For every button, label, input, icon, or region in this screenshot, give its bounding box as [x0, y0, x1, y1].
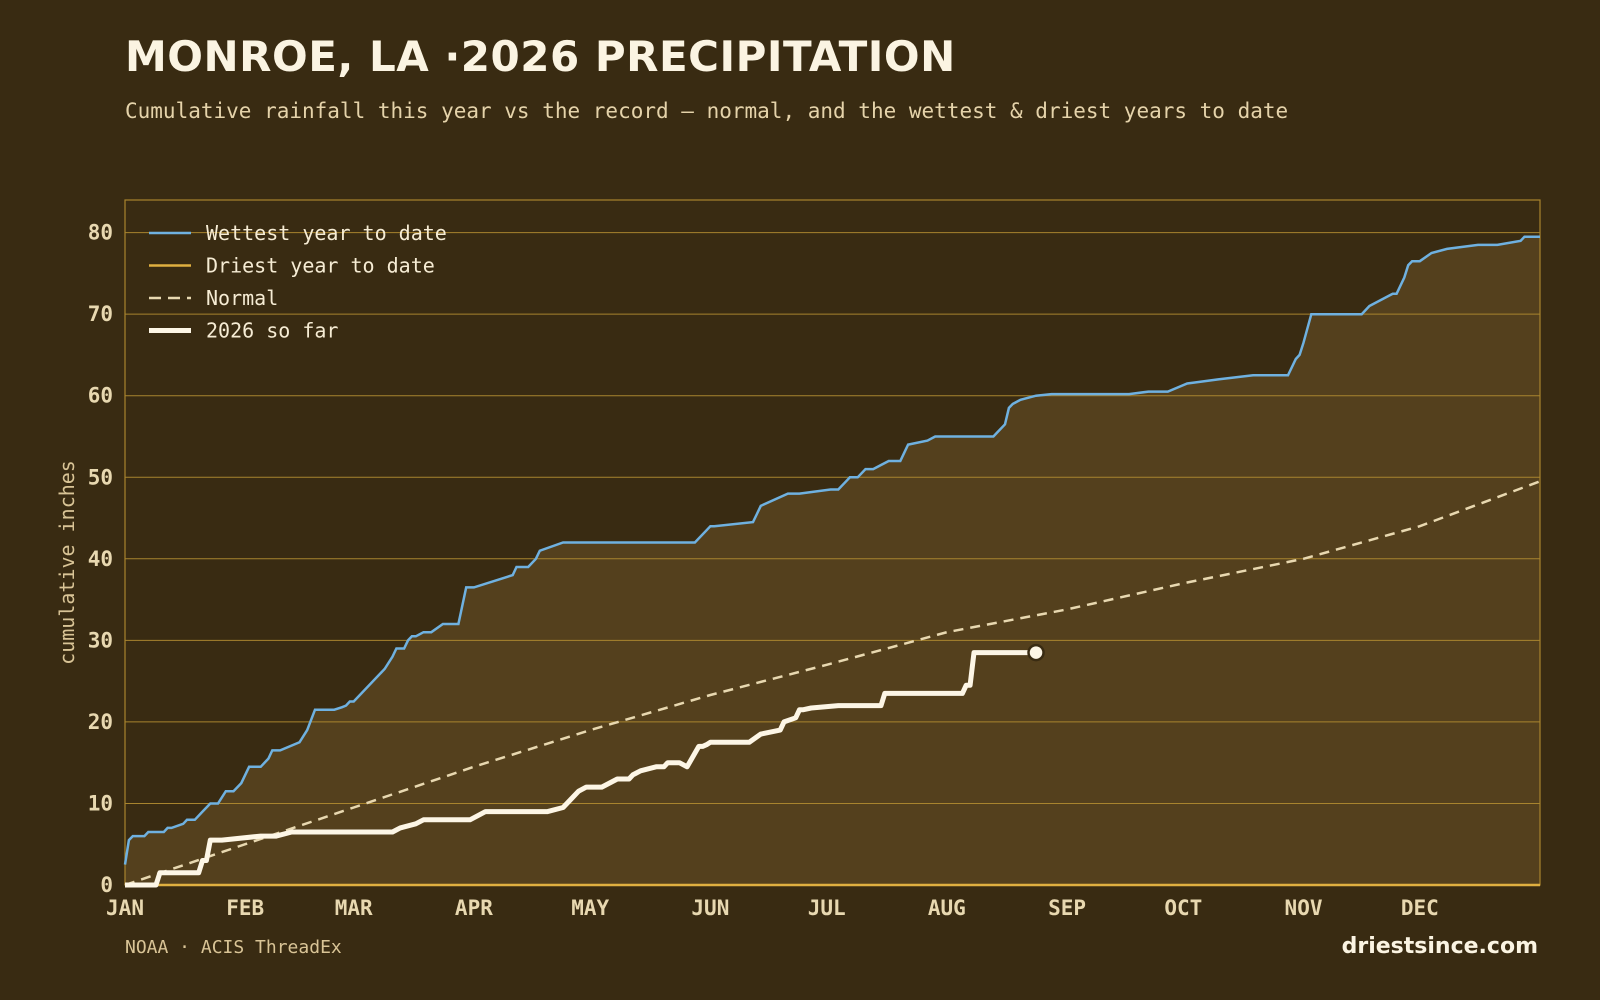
y-tick-label: 30: [88, 628, 113, 652]
legend-label-normal: Normal: [206, 286, 278, 310]
x-tick-label: APR: [455, 896, 493, 920]
y-tick-label: 40: [88, 547, 113, 571]
legend-label-current: 2026 so far: [206, 319, 338, 343]
chart-subtitle: Cumulative rainfall this year vs the rec…: [125, 99, 1289, 123]
legend-label-driest: Driest year to date: [206, 254, 435, 278]
x-tick-label: MAY: [571, 896, 609, 920]
gridlines: [124, 199, 1541, 886]
y-tick-label: 70: [88, 302, 113, 326]
chart-title: MONROE, LA ·2026 PRECIPITATION: [125, 32, 956, 81]
y-tick-label: 10: [88, 791, 113, 815]
y-tick-label: 80: [88, 221, 113, 245]
x-tick-label: JUL: [808, 896, 846, 920]
series-normal: [124, 480, 1541, 887]
x-tick-label: MAR: [335, 896, 373, 920]
series-2026-so-far: [125, 650, 1036, 888]
x-tick-label: OCT: [1164, 896, 1202, 920]
x-tick-label: FEB: [226, 896, 264, 920]
y-tick-label: 50: [88, 465, 113, 489]
y-tick-label: 60: [88, 384, 113, 408]
range-band: [125, 236, 1540, 885]
legend: Wettest year to date Driest year to date N…: [149, 221, 447, 343]
current-endpoint-marker: [1027, 643, 1045, 662]
y-tick-label: 20: [88, 710, 113, 734]
axis-layer: 0 10 20 30 40 50 60 70 80 JAN FEB MAR APR MAY JUN JUL AU…: [55, 221, 1439, 920]
source-note: NOAA · ACIS ThreadEx: [125, 937, 342, 958]
x-tick-label: DEC: [1401, 896, 1439, 920]
series-wettest-year-to-date: [123, 235, 1540, 865]
x-tick-label: NOV: [1285, 896, 1323, 920]
x-tick-label: JAN: [106, 896, 144, 920]
x-tick-label: JUN: [691, 896, 729, 920]
x-tick-label: SEP: [1048, 896, 1086, 920]
x-tick-label: AUG: [928, 896, 966, 920]
y-tick-label: 0: [100, 873, 113, 897]
brand-link[interactable]: driestsince.com: [1341, 934, 1538, 959]
legend-label-wettest: Wettest year to date: [206, 221, 447, 245]
series-layer: [123, 235, 1541, 888]
y-axis-label: cumulative inches: [55, 460, 79, 665]
band-layer: [125, 236, 1540, 885]
